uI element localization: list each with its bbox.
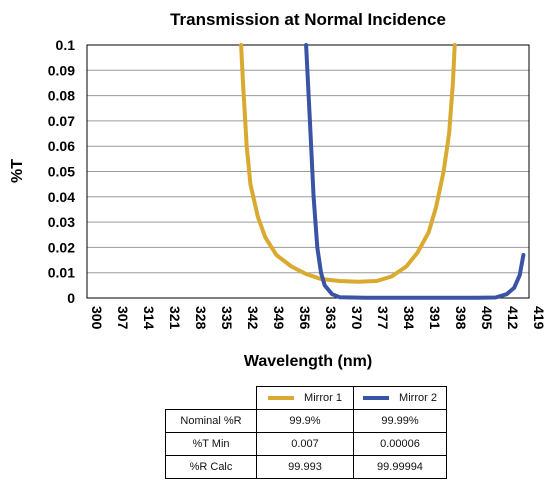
y-tick-label: 0.09 [48, 62, 75, 78]
row-label: %R Calc [165, 455, 257, 479]
legend-mirror-1: Mirror 1 [256, 386, 354, 410]
x-axis-label: Wavelength (nm) [244, 353, 372, 370]
table-corner [166, 387, 257, 410]
x-tick-label: 405 [479, 306, 495, 330]
y-tick-label: 0.1 [56, 37, 76, 53]
x-tick-label: 349 [271, 306, 287, 330]
x-tick-label: 356 [297, 306, 313, 330]
y-tick-label: 0.05 [48, 164, 75, 180]
y-tick-label: 0.02 [48, 239, 75, 255]
x-tick-label: 300 [89, 306, 105, 330]
x-tick-label: 419 [531, 306, 547, 330]
y-tick-label: 0.04 [48, 189, 75, 205]
y-tick-label: 0.08 [48, 88, 75, 104]
table-cell: 99.9% [256, 409, 354, 433]
table-cell: 0.00006 [353, 432, 447, 456]
x-tick-label: 370 [349, 306, 365, 330]
y-tick-label: 0.07 [48, 113, 75, 129]
chart-title: Transmission at Normal Incidence [170, 10, 446, 29]
x-tick-label: 328 [193, 306, 209, 330]
x-tick-label: 307 [115, 306, 131, 330]
table-cell: 99.993 [256, 455, 354, 479]
x-tick-label: 321 [167, 306, 183, 330]
x-tick-label: 342 [245, 306, 261, 330]
mirror-2-swatch [363, 396, 390, 401]
legend-label: Mirror 2 [399, 392, 437, 404]
y-tick-label: 0.06 [48, 138, 75, 154]
table-row: %T Min 0.007 0.00006 [165, 432, 447, 456]
row-label: %T Min [165, 432, 257, 456]
y-tick-label: 0.03 [48, 214, 75, 230]
row-label: Nominal %R [165, 409, 257, 433]
mirror-stats-table: Mirror 1 Mirror 2 Nominal %R 99.9% 99.99… [165, 386, 447, 479]
x-tick-label: 314 [141, 306, 157, 330]
table-cell: 99.99% [353, 409, 447, 433]
x-tick-label: 377 [375, 306, 391, 330]
x-tick-label: 335 [219, 306, 235, 330]
mirror-1-swatch [268, 396, 295, 401]
series-lines [239, 43, 526, 300]
x-tick-label: 412 [505, 306, 521, 330]
x-axis-ticks: 300 307 314 321 328 335 342 349 356 363 370 377 384 3… [89, 306, 547, 330]
table-row: %R Calc 99.993 99.99994 [165, 455, 447, 479]
table-cell: 0.007 [256, 432, 354, 456]
legend-mirror-2: Mirror 2 [353, 386, 447, 410]
x-tick-label: 391 [427, 306, 443, 330]
transmission-chart: Transmission at Normal Incidence 0 0.01 0.… [9, 10, 547, 370]
table-header-row: Mirror 1 Mirror 2 [166, 386, 447, 410]
legend-label: Mirror 1 [304, 392, 342, 404]
y-axis-label: %T [9, 159, 26, 183]
table-row: Nominal %R 99.9% 99.99% [165, 409, 447, 433]
y-tick-label: 0.01 [48, 265, 75, 281]
y-axis-ticks: 0 0.01 0.02 0.03 0.04 0.05 0.06 0.07 0.08 0.09 0.1 [48, 37, 75, 306]
y-tick-label: 0 [67, 290, 75, 306]
series-line-mirror-2 [304, 43, 526, 300]
series-line-mirror-1 [239, 43, 457, 284]
table-cell: 99.99994 [353, 455, 447, 479]
x-tick-label: 363 [323, 306, 339, 330]
x-tick-label: 384 [401, 306, 417, 330]
x-tick-label: 398 [453, 306, 469, 330]
